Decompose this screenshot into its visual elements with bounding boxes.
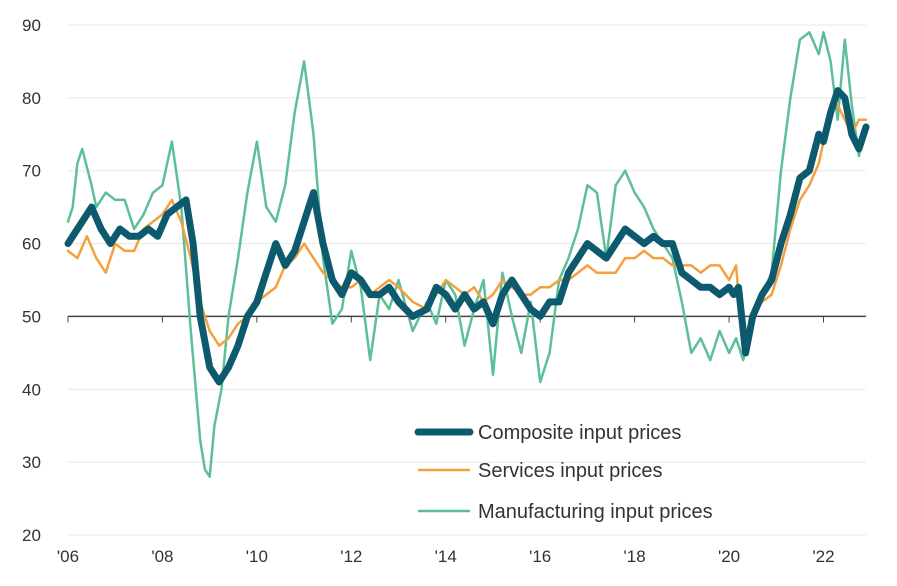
y-tick-label: 80 <box>22 89 41 108</box>
x-tick-label: '10 <box>246 547 268 566</box>
x-tick-label: '08 <box>151 547 173 566</box>
legend-entry-manufacturing: Manufacturing input prices <box>418 501 713 523</box>
y-tick-label: 20 <box>22 526 41 545</box>
composite-series-line <box>64 87 870 386</box>
y-tick-label: 90 <box>22 16 41 35</box>
legend-label-services: Services input prices <box>478 460 663 482</box>
x-tick-label: '18 <box>624 547 646 566</box>
y-tick-label: 30 <box>22 453 41 472</box>
y-tick-label: 50 <box>22 307 41 326</box>
legend: Composite input prices Services input pr… <box>414 422 713 523</box>
y-tick-label: 40 <box>22 380 41 399</box>
series-layer <box>64 31 870 478</box>
x-tick-label: '06 <box>57 547 79 566</box>
manufacturing-series-line <box>66 31 868 478</box>
legend-label-manufacturing: Manufacturing input prices <box>478 501 713 523</box>
legend-label-composite: Composite input prices <box>478 422 681 444</box>
x-tick-label: '22 <box>812 547 834 566</box>
y-axis-ticks: 20 30 40 50 60 70 80 90 <box>22 16 41 545</box>
x-axis-ticks: '06 '08 '10 '12 '14 '16 '18 '20 '22 <box>57 316 835 566</box>
x-tick-label: '12 <box>340 547 362 566</box>
y-tick-label: 60 <box>22 235 41 254</box>
x-tick-label: '20 <box>718 547 740 566</box>
y-tick-label: 70 <box>22 162 41 181</box>
legend-entry-composite: Composite input prices <box>414 422 681 444</box>
x-tick-label: '16 <box>529 547 551 566</box>
legend-entry-services: Services input prices <box>418 460 663 482</box>
x-tick-label: '14 <box>435 547 457 566</box>
